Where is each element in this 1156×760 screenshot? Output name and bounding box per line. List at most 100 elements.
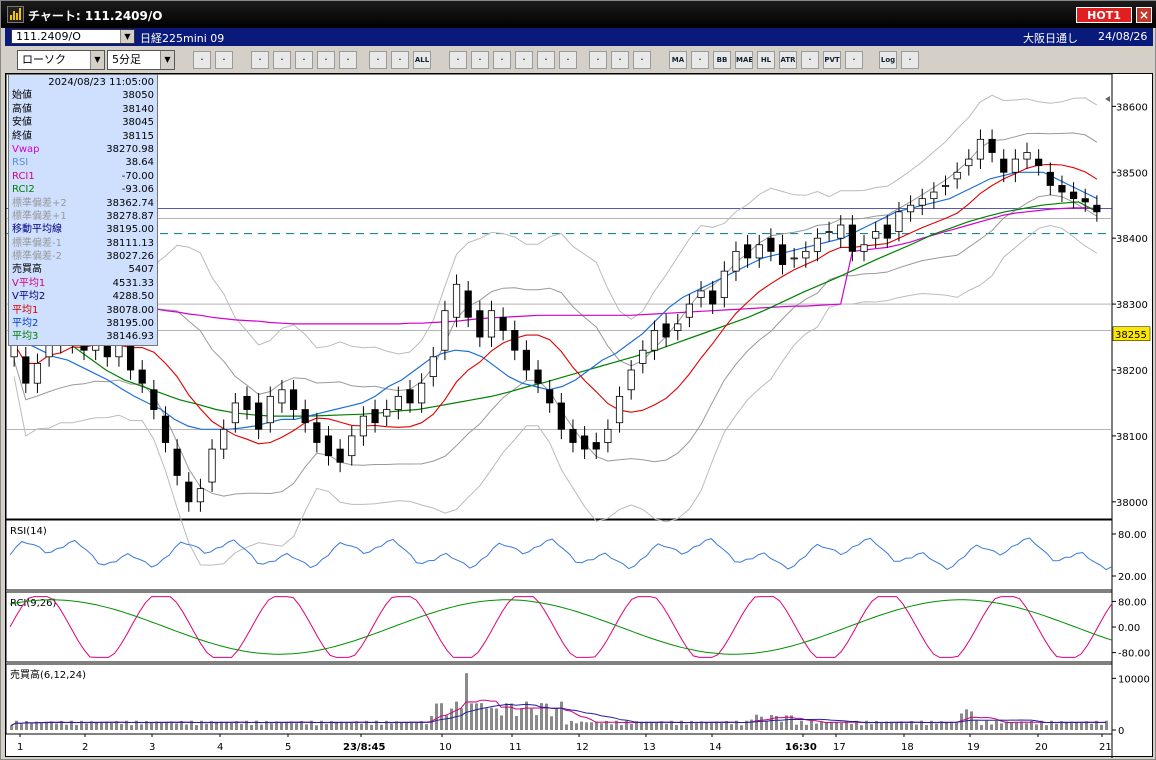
title-bar[interactable]: チャート: 111.2409/O HOT1 × [1,1,1156,28]
volume-bar [600,723,603,730]
interval-select[interactable]: 5分足 ▼ [107,50,175,70]
toolbar-pen-button[interactable]: · [449,51,467,69]
toolbar-hl-button[interactable]: HL [757,51,775,69]
volume-bar [640,722,643,730]
toolbar-tool-button[interactable]: · [611,51,629,69]
volume-ma2-line [10,703,1107,726]
toolbar-zoom-button[interactable]: · [193,51,211,69]
panel-row: Vwap 38270.98 [12,143,154,156]
candle-body [185,481,193,503]
candle-body [581,435,589,450]
chart-type-select[interactable]: ローソク ▼ [17,50,105,70]
candle-body [1093,204,1101,213]
toolbar-ruler-button[interactable]: · [251,51,269,69]
toolbar-all-button[interactable]: ALL [413,51,431,69]
volume-bar [845,721,848,730]
candle-body [1035,158,1043,167]
volume-bar [1050,720,1053,730]
panel-row-value: 38195.00 [106,224,154,236]
price-tick-label: 38600 [1116,102,1148,113]
volume-bar [615,720,618,730]
volume-bar [425,724,428,730]
symbol-selector[interactable]: 111.2409/O ▼ [11,29,135,44]
panel-row: RCI1 -70.00 [12,170,154,183]
toolbar-edit-button[interactable]: · [471,51,489,69]
candle-body [359,415,368,437]
toolbar-draw1-button[interactable]: · [339,51,357,69]
volume-bar [570,720,573,730]
volume-bar [855,720,858,730]
price-tick-label: 38000 [1116,498,1148,509]
toolbar-bb-button[interactable]: BB [713,51,731,69]
volume-bar [280,722,283,730]
volume-bar [745,720,748,730]
hot-button[interactable]: HOT1 [1076,7,1132,23]
toolbar-color-button[interactable]: · [633,51,651,69]
volume-bar [340,721,343,730]
volume-bar [330,721,333,730]
close-button[interactable]: × [1136,7,1152,23]
volume-bar [105,721,108,730]
volume-bar [360,723,363,730]
price-tick-label: 38500 [1116,168,1148,179]
volume-bar [1045,725,1048,730]
chart-canvas[interactable]: 38600 38500 38400 38300 38200 38100 38000 38255… [6,74,1154,758]
date-label: 24/08/26 [1098,30,1148,43]
candle-body [906,204,915,213]
toolbar-pq-button[interactable]: · [801,51,819,69]
candle-body [220,428,228,450]
toolbar-mae-button[interactable]: MAE [735,51,753,69]
toolbar-pointer-button[interactable]: · [493,51,511,69]
toolbar-draw2-button[interactable]: · [369,51,387,69]
volume-bar [255,720,258,730]
volume-bar [695,723,698,730]
candle-body [266,395,274,424]
volume-bar [955,721,958,730]
toolbar-cross-button[interactable]: · [215,51,233,69]
vwap-line [14,207,1097,325]
chevron-down-icon[interactable]: ▼ [120,30,134,43]
volume-bar [370,724,373,730]
volume-bar [50,721,53,730]
volume-bar [210,721,213,730]
toolbar-fib-button[interactable]: · [295,51,313,69]
volume-bar [80,720,83,730]
volume-bar [120,723,123,730]
volume-bar [345,722,348,730]
candle-body [161,415,170,443]
candle-body [243,395,251,410]
panel-row-label: 高値 [12,103,32,115]
volume-bar [380,724,383,730]
toolbar-undo-button[interactable]: · [515,51,533,69]
toolbar-win-button[interactable]: · [845,51,863,69]
candle-body [860,244,868,252]
volume-bar [950,721,953,730]
volume-bar [190,720,193,730]
volume-bar [675,724,678,730]
chevron-down-icon[interactable]: ▼ [160,51,174,69]
volume-bar [1010,722,1013,730]
toolbar-ma-button[interactable]: MA [669,51,687,69]
toolbar-trend-button[interactable]: · [273,51,291,69]
candle-body [988,138,996,153]
toolbar-exit-button[interactable]: · [901,51,919,69]
toolbar-mc-button[interactable]: · [691,51,709,69]
volume-bar [295,723,298,730]
toolbar-box-button[interactable]: · [317,51,335,69]
x-tick-label: 1 [17,742,23,753]
volume-bar [220,721,223,730]
toolbar-draw3-button[interactable]: · [391,51,409,69]
toolbar-atr-button[interactable]: ATR [779,51,797,69]
toolbar-grid-button[interactable]: · [589,51,607,69]
current-price-label: 38255 [1115,330,1147,341]
volume-bar [965,709,968,730]
chevron-down-icon[interactable]: ▼ [90,51,104,69]
chart-area[interactable]: 38600 38500 38400 38300 38200 38100 38000 38255… [5,73,1154,758]
toolbar-pvt-button[interactable]: PVT [823,51,841,69]
candle-body [615,395,624,424]
panel-row-label: 移動平均線 [12,224,62,236]
toolbar-doc-button[interactable]: · [537,51,555,69]
toolbar-log-button[interactable]: Log [879,51,897,69]
panel-row-label: RCI1 [12,170,35,182]
toolbar-trash-button[interactable]: · [559,51,577,69]
